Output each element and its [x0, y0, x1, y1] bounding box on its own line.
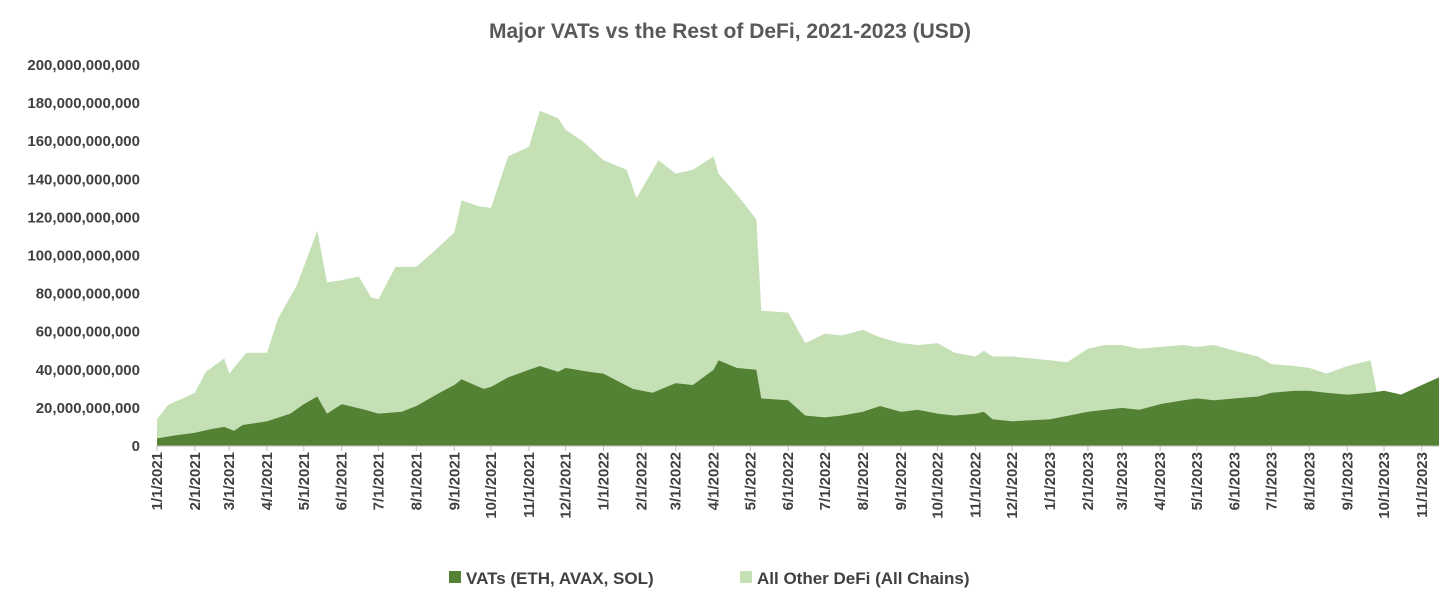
x-tick-label: 10/1/2021: [483, 452, 500, 519]
legend-label-other-defi: All Other DeFi (All Chains): [757, 569, 970, 588]
y-tick-label: 200,000,000,000: [27, 57, 140, 74]
x-tick-label: 12/1/2022: [1004, 452, 1021, 519]
x-tick-label: 2/1/2021: [187, 452, 204, 510]
x-tick-label: 8/1/2023: [1301, 452, 1318, 510]
x-tick-label: 11/1/2022: [967, 452, 984, 518]
x-tick-label: 4/1/2023: [1152, 452, 1169, 510]
x-tick-label: 1/1/2022: [596, 452, 613, 510]
plot-areas: [157, 110, 1439, 446]
x-tick-label: 7/1/2023: [1263, 452, 1280, 510]
x-tick-label: 9/1/2022: [893, 452, 910, 510]
x-tick-label: 6/1/2021: [334, 452, 351, 510]
y-tick-label: 80,000,000,000: [36, 286, 140, 303]
area-all-other-defi: [157, 110, 1439, 439]
y-tick-label: 60,000,000,000: [36, 324, 140, 341]
legend-swatch-vats: [449, 571, 461, 583]
legend-swatch-other-defi: [740, 571, 752, 583]
legend-label-vats: VATs (ETH, AVAX, SOL): [466, 569, 654, 588]
y-tick-label: 140,000,000,000: [27, 171, 140, 188]
x-tick-label: 2/1/2023: [1080, 452, 1097, 510]
area-vats: [157, 360, 1439, 446]
chart-title: Major VATs vs the Rest of DeFi, 2021-202…: [489, 20, 971, 43]
x-tick-label: 1/1/2021: [149, 452, 166, 510]
x-tick-label: 11/1/2023: [1414, 452, 1431, 518]
y-tick-label: 20,000,000,000: [36, 400, 140, 417]
x-tick-label: 8/1/2021: [408, 452, 425, 510]
x-tick-label: 2/1/2022: [633, 452, 650, 510]
x-tick-label: 11/1/2021: [521, 452, 538, 518]
x-tick-label: 6/1/2022: [780, 452, 797, 510]
x-tick-label: 9/1/2021: [446, 452, 463, 510]
y-tick-label: 40,000,000,000: [36, 362, 140, 379]
x-axis: 1/1/2021 2/1/2021 3/1/2021 4/1/2021 5/1/2021…: [149, 445, 1439, 519]
x-tick-label: 4/1/2021: [259, 452, 276, 510]
legend: VATs (ETH, AVAX, SOL) All Other DeFi (Al…: [449, 569, 970, 588]
y-tick-label: 0: [132, 438, 140, 455]
x-tick-label: 10/1/2022: [930, 452, 947, 519]
x-tick-label: 12/1/2021: [558, 452, 575, 519]
x-tick-label: 5/1/2021: [296, 452, 313, 510]
x-tick-label: 7/1/2022: [817, 452, 834, 510]
y-axis: 0 20,000,000,000 40,000,000,000 60,000,000,…: [27, 57, 140, 455]
x-tick-label: 9/1/2023: [1339, 452, 1356, 510]
x-tick-label: 1/1/2023: [1042, 452, 1059, 510]
x-tick-label: 3/1/2021: [221, 452, 238, 510]
y-tick-label: 160,000,000,000: [27, 133, 140, 150]
y-tick-label: 120,000,000,000: [27, 209, 140, 226]
x-tick-label: 4/1/2022: [706, 452, 723, 510]
x-tick-label: 6/1/2023: [1227, 452, 1244, 510]
x-tick-label: 3/1/2022: [668, 452, 685, 510]
x-tick-label: 5/1/2022: [742, 452, 759, 510]
x-tick-label: 3/1/2023: [1114, 452, 1131, 510]
x-tick-label: 5/1/2023: [1189, 452, 1206, 510]
x-tick-label: 8/1/2022: [855, 452, 872, 510]
y-tick-label: 180,000,000,000: [27, 95, 140, 112]
y-tick-label: 100,000,000,000: [27, 248, 140, 265]
x-tick-label: 7/1/2021: [370, 452, 387, 510]
x-tick-label: 10/1/2023: [1376, 452, 1393, 519]
